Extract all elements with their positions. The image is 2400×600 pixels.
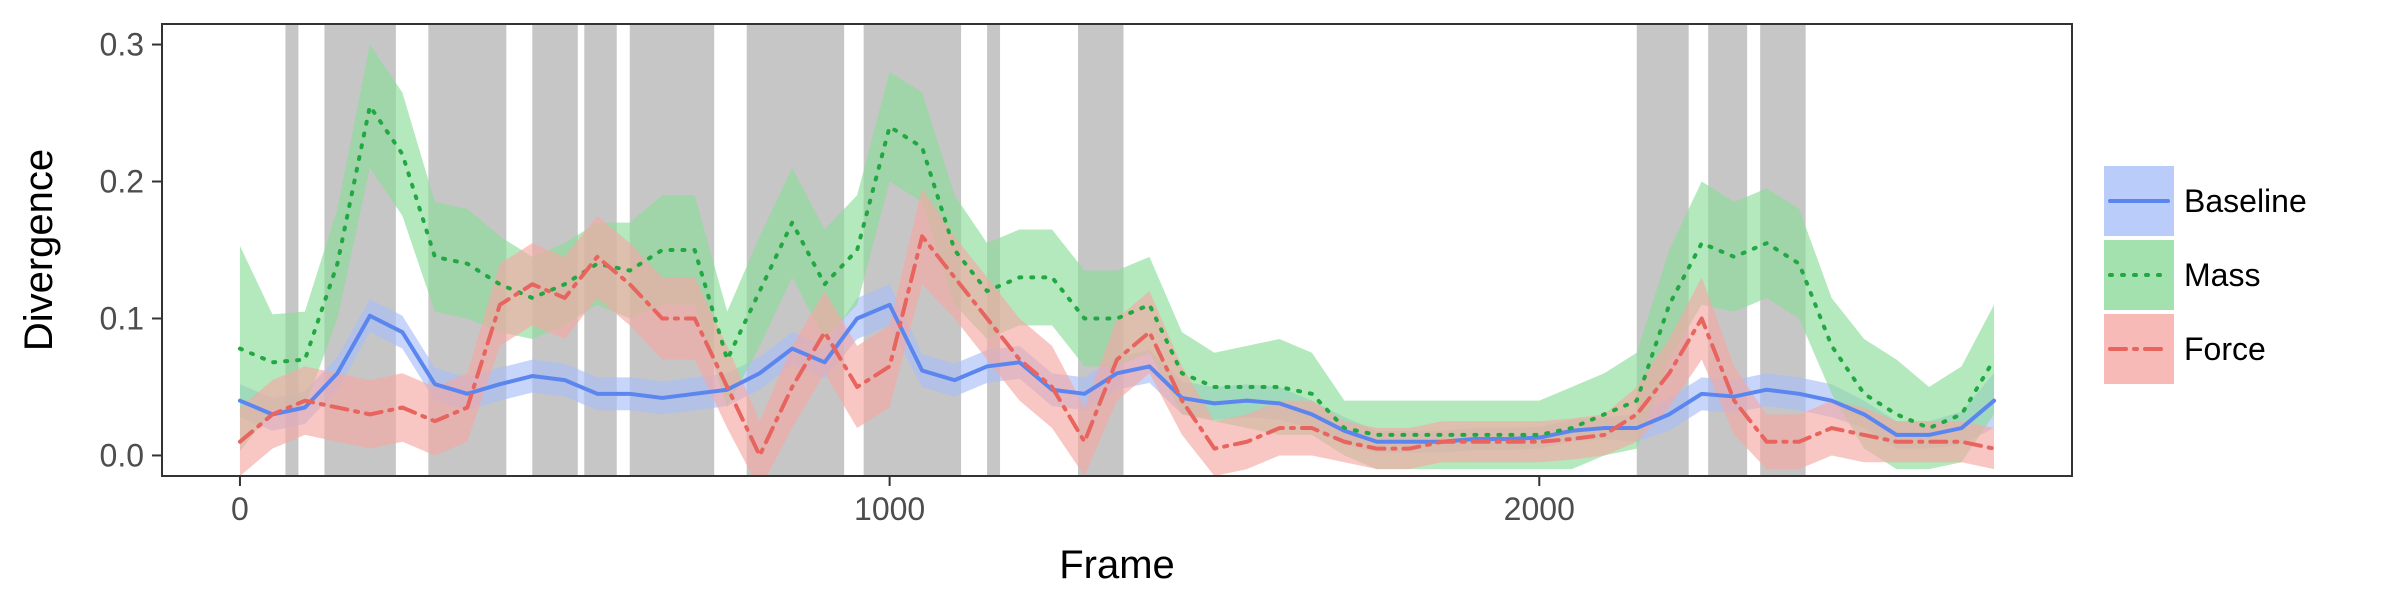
y-tick-label: 0.3 [100,27,144,63]
mass-line [237,104,1997,437]
x-axis: 0 1000 2000 [231,476,1575,527]
y-tick-label: 0.1 [100,300,144,336]
x-tick-label: 1000 [854,491,925,527]
y-tick-label: 0.0 [100,437,144,473]
x-tick-label: 0 [231,491,249,527]
confidence-bands [239,44,1995,476]
series-lines [237,104,1997,458]
legend: Baseline Mass Force [2104,166,2307,384]
y-tick-label: 0.2 [100,164,144,200]
legend-key-mass [2104,240,2174,310]
plot-frame [161,23,2073,477]
legend-label-baseline: Baseline [2184,183,2307,219]
x-axis-title: Frame [1059,543,1175,587]
force-confidence-band [239,188,1995,476]
y-axis: 0.0 0.1 0.2 0.3 [100,27,162,473]
y-axis-title: Divergence [17,149,61,351]
legend-label-mass: Mass [2184,257,2260,293]
x-tick-label: 2000 [1504,491,1575,527]
force-line [237,234,1997,458]
legend-label-force: Force [2184,331,2266,367]
baseline-line [237,302,1997,444]
